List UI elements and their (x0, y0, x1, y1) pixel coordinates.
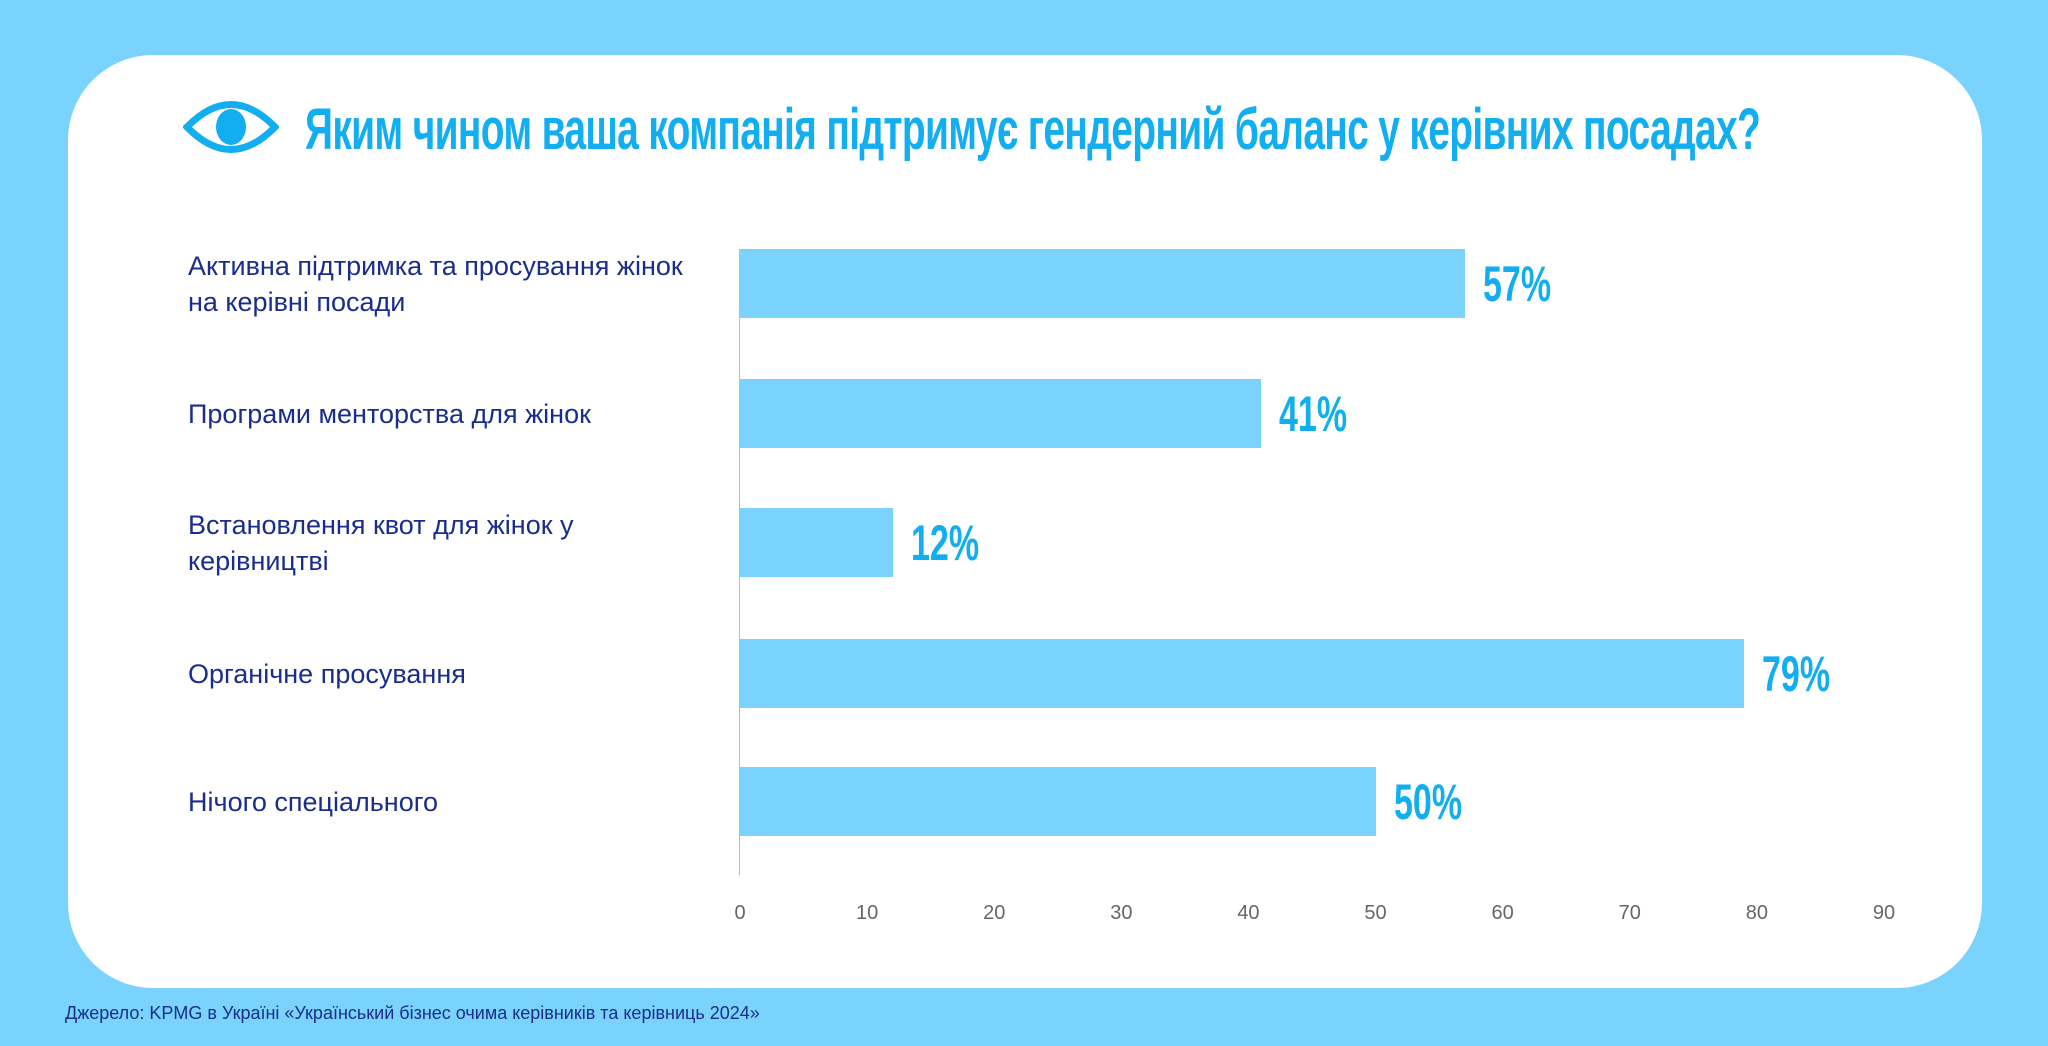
category-label-3: Органічне просування (188, 658, 466, 689)
category-label-0: Активна підтримка та просування жінок на… (188, 250, 683, 317)
value-label-0: 57% (1482, 255, 1551, 312)
category-label-2: Встановлення квот для жінок у керівництв… (188, 509, 574, 576)
source-note: Джерело: KPMG в Україні «Український біз… (65, 1003, 760, 1023)
chart-title: Яким чином ваша компанія підтримує генде… (305, 97, 1761, 162)
x-tick-label: 10 (855, 902, 879, 924)
y-axis-line (739, 249, 740, 875)
bar-4 (740, 767, 1376, 836)
value-label-1: 41% (1279, 385, 1348, 442)
x-tick-label: 90 (1872, 902, 1896, 924)
x-tick-label: 20 (983, 902, 1006, 924)
x-tick-label: 30 (1110, 902, 1133, 924)
x-tick-label: 0 (734, 902, 746, 924)
x-tick-label: 60 (1491, 902, 1514, 924)
x-tick-label: 50 (1364, 902, 1387, 924)
eye-icon (183, 101, 279, 153)
value-label-4: 50% (1393, 773, 1462, 830)
x-tick-label: 80 (1745, 902, 1768, 924)
category-label-1: Програми менторства для жінок (188, 398, 591, 429)
category-label-4: Нічого спеціального (188, 786, 438, 817)
bar-1 (740, 379, 1262, 448)
x-tick-label: 70 (1618, 902, 1641, 924)
bar-2 (740, 508, 893, 577)
bar-3 (740, 639, 1745, 708)
value-label-2: 12% (910, 514, 979, 571)
value-label-3: 79% (1762, 645, 1831, 702)
bar-0 (740, 249, 1465, 318)
x-tick-label: 40 (1237, 902, 1260, 924)
